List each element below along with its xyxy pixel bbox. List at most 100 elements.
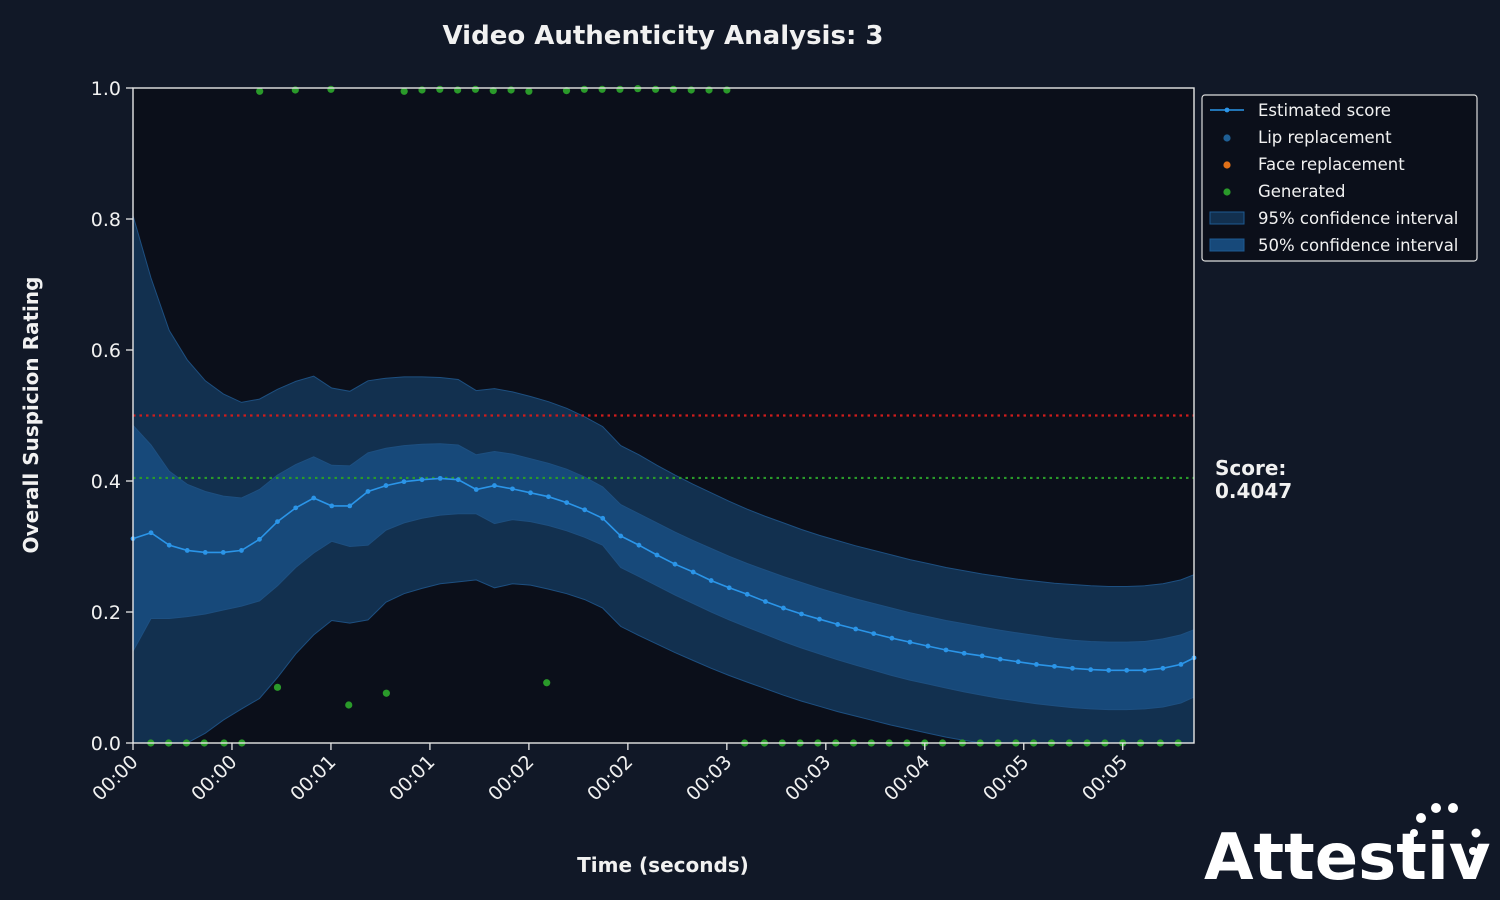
estimated-score-point	[1052, 663, 1057, 669]
estimated-score-point	[907, 639, 913, 645]
estimated-score-point	[997, 656, 1003, 662]
estimated-score-line	[132, 477, 1195, 672]
x-tick-label: 00:00	[88, 751, 142, 805]
estimated-score-point	[1070, 665, 1075, 671]
x-tick-label: 00:03	[682, 751, 736, 805]
estimated-score-point	[726, 585, 732, 591]
logo-check-icon	[1410, 803, 1481, 868]
estimated-score-point	[473, 487, 479, 492]
y-tick-label: 0.2	[91, 602, 121, 624]
x-tick-label: 00:04	[880, 751, 934, 805]
estimated-score-point	[1034, 662, 1039, 667]
y-axis-ticks: 0.0 0.2 0.4 0.6 0.8 1.0	[91, 78, 133, 755]
estimated-score-point	[817, 616, 822, 622]
estimated-score-point	[239, 548, 244, 553]
estimated-score-point	[582, 507, 588, 513]
legend-swatch-dot	[1223, 134, 1231, 142]
estimated-score-point	[871, 631, 877, 637]
estimated-score-point	[618, 533, 624, 539]
x-tick-label: 00:01	[385, 751, 439, 805]
legend: Estimated score Lip replacement Face repla…	[1201, 94, 1478, 262]
estimated-score-point	[1106, 667, 1112, 673]
estimated-score-point	[1124, 667, 1130, 673]
estimated-score-point	[365, 489, 371, 494]
estimated-score-point	[636, 542, 642, 548]
legend-label: Lip replacement	[1258, 128, 1392, 147]
generated-point	[256, 87, 264, 95]
estimated-score-point	[220, 549, 226, 555]
estimated-score-point	[690, 569, 696, 575]
logo-text: Attestiv	[1204, 821, 1490, 895]
estimated-score-point	[835, 622, 841, 627]
estimated-score-point	[1015, 659, 1021, 665]
estimated-score-point	[202, 549, 208, 555]
x-tick-label: 00:01	[286, 751, 340, 805]
generated-point	[669, 85, 677, 93]
plot-frame	[132, 87, 1195, 744]
estimated-score-point	[564, 500, 570, 506]
legend-swatch-dot	[1223, 161, 1231, 169]
generated-point	[616, 85, 624, 93]
estimated-score-point	[148, 530, 154, 536]
y-tick-label: 0.4	[91, 471, 121, 493]
x-tick-label: 00:05	[1078, 751, 1132, 805]
generated-point	[525, 87, 533, 95]
generated-point	[580, 85, 588, 93]
estimated-score-point	[401, 479, 407, 485]
x-tick-label: 00:00	[187, 751, 241, 805]
generated-point	[436, 85, 444, 93]
x-tick-label: 00:03	[781, 751, 835, 805]
estimated-score-point	[799, 611, 804, 617]
estimated-score-series	[130, 475, 1197, 673]
estimated-score-point	[293, 505, 299, 511]
estimated-score-point	[925, 643, 931, 649]
legend-swatch-band	[1209, 211, 1245, 225]
estimated-score-point	[528, 490, 533, 496]
estimated-score-point	[510, 486, 515, 492]
estimated-score-point	[1160, 665, 1166, 671]
estimated-score-point	[763, 599, 768, 604]
estimated-score-point	[1088, 667, 1094, 673]
estimated-score-point	[672, 561, 678, 567]
estimated-score-point	[419, 477, 425, 483]
legend-label: Face replacement	[1258, 155, 1405, 174]
y-tick-label: 0.0	[91, 733, 121, 755]
estimated-score-point	[437, 475, 443, 481]
estimated-score-point	[979, 653, 985, 659]
estimated-score-point	[275, 519, 280, 525]
generated-point	[273, 683, 282, 691]
legend-swatch-marker	[1224, 107, 1230, 113]
y-tick-label: 0.8	[91, 209, 121, 231]
generated-point	[345, 701, 353, 709]
legend-swatch-band	[1209, 238, 1245, 252]
estimated-score-point	[257, 536, 262, 542]
x-tick-label: 00:02	[583, 751, 637, 805]
generated-point	[598, 85, 606, 93]
generated-point	[327, 85, 335, 93]
estimated-score-point	[184, 548, 190, 553]
estimated-score-point	[383, 483, 389, 488]
estimated-score-point	[492, 483, 497, 488]
estimated-score-point	[166, 542, 172, 548]
estimated-score-point	[1178, 662, 1184, 667]
score-annotation: Score: 0.4047	[1215, 456, 1292, 503]
x-axis-title: Time (seconds)	[577, 853, 749, 877]
generated-point	[471, 85, 480, 93]
legend-swatch-dot	[1223, 188, 1231, 196]
estimated-score-point	[311, 495, 317, 501]
estimated-score-point	[654, 552, 660, 558]
estimated-score-point	[961, 650, 967, 656]
chart-title: Video Authenticity Analysis: 3	[443, 21, 884, 51]
x-tick-label: 00:02	[484, 751, 538, 805]
estimated-score-point	[546, 494, 551, 500]
estimated-score-point	[455, 477, 461, 483]
estimated-score-point	[744, 591, 750, 597]
generated-point	[489, 87, 497, 95]
legend-box	[1201, 94, 1478, 262]
estimated-score-point	[889, 635, 895, 641]
x-axis-ticks: 00:00 00:00 00:01 00:01 00:02 00:02 00:03 00:03…	[88, 743, 1132, 805]
legend-label: Estimated score	[1258, 101, 1391, 120]
y-tick-label: 0.6	[91, 340, 121, 362]
